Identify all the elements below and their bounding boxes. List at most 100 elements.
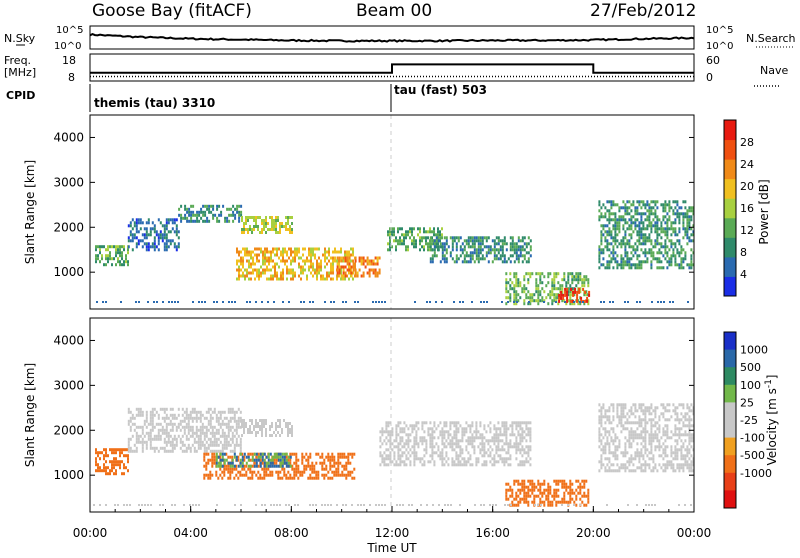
echo-cell [292,277,294,281]
echo-cell [517,299,520,303]
echo-cell [243,428,245,431]
echo-cell [658,242,661,246]
echo-cell [221,455,224,459]
ground-scatter-cell [513,301,515,303]
echo-cell [293,476,296,480]
echo-cell [427,245,429,249]
echo-cell [240,250,242,254]
echo-cell [407,245,409,249]
ground-scatter-cell [483,301,485,303]
echo-cell [391,227,393,231]
echo-cell [545,494,548,498]
echo-cell [614,218,617,222]
echo-cell [690,260,693,264]
echo-cell [664,239,667,243]
echo-cell [676,203,679,207]
echo-cell [259,231,261,234]
echo-cell [461,448,464,452]
echo-cell [505,491,508,495]
echo-cell [549,488,552,492]
echo-cell [598,203,601,207]
echo-cell [676,439,679,443]
echo-cell [642,412,645,416]
echo-cell [240,210,243,214]
echo-cell [614,439,617,443]
echo-cell [169,407,172,411]
echo-cell [610,203,613,207]
echo-cell [203,425,206,429]
echo-cell [527,257,530,261]
ground-scatter-cell [330,301,332,303]
echo-cell [686,460,689,464]
echo-cell [469,454,472,458]
echo-cell [650,418,653,422]
echo-cell [336,256,339,260]
echo-cell [159,437,162,441]
echo-cell [105,248,107,252]
echo-cell [411,445,414,449]
echo-cell [614,448,617,452]
echo-cell [632,421,635,425]
echo-cell [261,228,263,231]
echo-cell [642,457,645,461]
echo-cell [473,260,476,264]
echo-cell [133,233,136,237]
echo-cell [421,457,424,461]
echo-cell [264,256,266,260]
echo-cell [525,500,528,504]
echo-cell [403,463,406,467]
echo-cell [652,424,655,428]
echo-cell [209,413,212,417]
echo-cell [117,251,119,255]
echo-cell [317,476,320,480]
echo-cell [678,427,681,431]
echo-cell [624,406,627,410]
ground-scatter-cell [327,504,329,506]
ground-scatter-cell [636,504,638,506]
echo-cell [579,272,582,276]
echo-cell [648,412,651,416]
echo-cell [664,203,667,207]
echo-cell [266,265,268,269]
echo-cell [682,224,685,228]
echo-cell [622,415,625,419]
echo-cell [664,463,667,467]
echo-cell [99,469,101,473]
echo-cell [475,239,478,243]
ground-scatter-cell [504,504,506,506]
echo-cell [439,233,441,237]
echo-cell [250,256,252,260]
echo-cell [188,210,191,214]
echo-cell [630,221,633,225]
echo-cell [598,445,601,449]
echo-cell [547,491,550,495]
echo-cell [666,218,669,222]
echo-cell [527,454,530,458]
echo-cell [145,245,148,249]
echo-cell [247,219,249,222]
echo-cell [499,454,502,458]
ground-scatter-cell [96,301,98,303]
echo-cell [195,449,198,453]
echo-cell [259,458,262,462]
echo-cell [227,431,230,435]
echo-cell [471,439,474,443]
echo-cell [465,421,468,425]
echo-cell [389,442,392,446]
echo-cell [654,227,657,231]
echo-cell [347,470,350,474]
echo-cell [423,439,426,443]
echo-cell [668,409,671,413]
echo-cell [547,275,550,279]
echo-cell [479,251,482,255]
echo-cell [587,494,590,498]
echo-cell [275,425,277,428]
echo-cell [263,461,266,465]
echo-cell [650,209,653,213]
echo-cell [511,242,514,246]
echo-cell [547,488,550,492]
echo-cell [642,454,645,458]
echo-cell [247,476,250,480]
echo-cell [326,262,328,266]
echo-cell [177,422,180,426]
